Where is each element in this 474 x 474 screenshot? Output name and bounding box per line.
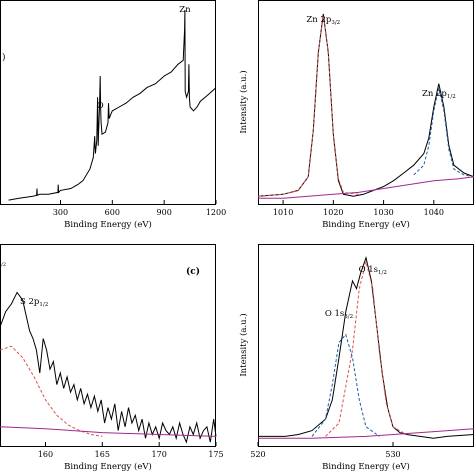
x-axis-label: Binding Energy (eV) bbox=[322, 219, 410, 230]
x-tick-label: 520 bbox=[250, 450, 265, 459]
series-line-2 bbox=[413, 87, 474, 178]
plot-frame bbox=[0, 244, 216, 447]
series-line-3 bbox=[258, 428, 474, 439]
peak-label: S 2p1/2 bbox=[20, 297, 48, 308]
peak-label: O 1s3/2 bbox=[325, 309, 353, 320]
peak-label: O bbox=[97, 101, 104, 111]
panel-label: (c) bbox=[186, 266, 200, 277]
peak-label: Zn 2p3/2 bbox=[306, 15, 340, 26]
series-line-0 bbox=[0, 291, 217, 444]
x-tick-label: 170 bbox=[152, 450, 167, 459]
x-tick-label: 300 bbox=[53, 208, 68, 217]
series-line-3 bbox=[258, 176, 474, 199]
x-tick-label: 600 bbox=[105, 208, 120, 217]
x-tick-label: 1020 bbox=[323, 208, 343, 217]
plot-frame bbox=[0, 0, 216, 205]
series-line-2 bbox=[0, 426, 217, 437]
x-tick-label: 175 bbox=[208, 450, 223, 459]
x-axis-label: Binding Energy (eV) bbox=[64, 219, 152, 230]
y-axis-label: Intensity (a.u.) bbox=[238, 313, 249, 376]
y-axis-label: Intensity (a.u.) bbox=[238, 70, 249, 133]
panel-c-s-2p-spectrum: 160 165 170 175 Binding Energy (eV) S 2p1/2 (c… bbox=[0, 244, 224, 472]
series-line-2 bbox=[311, 333, 380, 437]
x-tick-label: 160 bbox=[38, 450, 53, 459]
series-line-1 bbox=[325, 261, 407, 437]
peak-label: Zn 2p1/2 bbox=[422, 89, 456, 100]
corner-label: 3/2 bbox=[0, 262, 6, 268]
panel-b-zn-2p-spectrum: 1010 1020 1030 1040 Binding Energy (eV) Inten… bbox=[238, 0, 474, 230]
series-line-0 bbox=[258, 256, 474, 439]
series-line-0 bbox=[257, 13, 474, 197]
x-tick-label: 1200 bbox=[206, 208, 226, 217]
series-line-1 bbox=[0, 345, 103, 437]
peak-label: Zn bbox=[179, 5, 191, 15]
plot-frame bbox=[258, 0, 474, 205]
x-tick-label: 165 bbox=[95, 450, 110, 459]
x-tick-label: 530 bbox=[385, 450, 400, 459]
panel-label: ) bbox=[2, 52, 6, 63]
x-tick-label: 1040 bbox=[424, 208, 444, 217]
x-tick-label: 1030 bbox=[373, 208, 393, 217]
peak-label: O 1s1/2 bbox=[359, 265, 387, 276]
x-tick-label: 1010 bbox=[273, 208, 293, 217]
x-tick-label: 900 bbox=[157, 208, 172, 217]
panel-d-o-1s-spectrum: 520 530 Binding Energy (eV) Intensity (a.u.… bbox=[238, 244, 474, 472]
series-line-1 bbox=[257, 15, 359, 197]
panel-a-zn-survey-spectrum: 300 600 900 1200 Binding Energy (eV) Zn O) bbox=[0, 0, 226, 230]
x-axis-label: Binding Energy (eV) bbox=[322, 461, 410, 472]
series-line-0 bbox=[8, 9, 217, 201]
x-axis-label: Binding Energy (eV) bbox=[64, 461, 152, 472]
